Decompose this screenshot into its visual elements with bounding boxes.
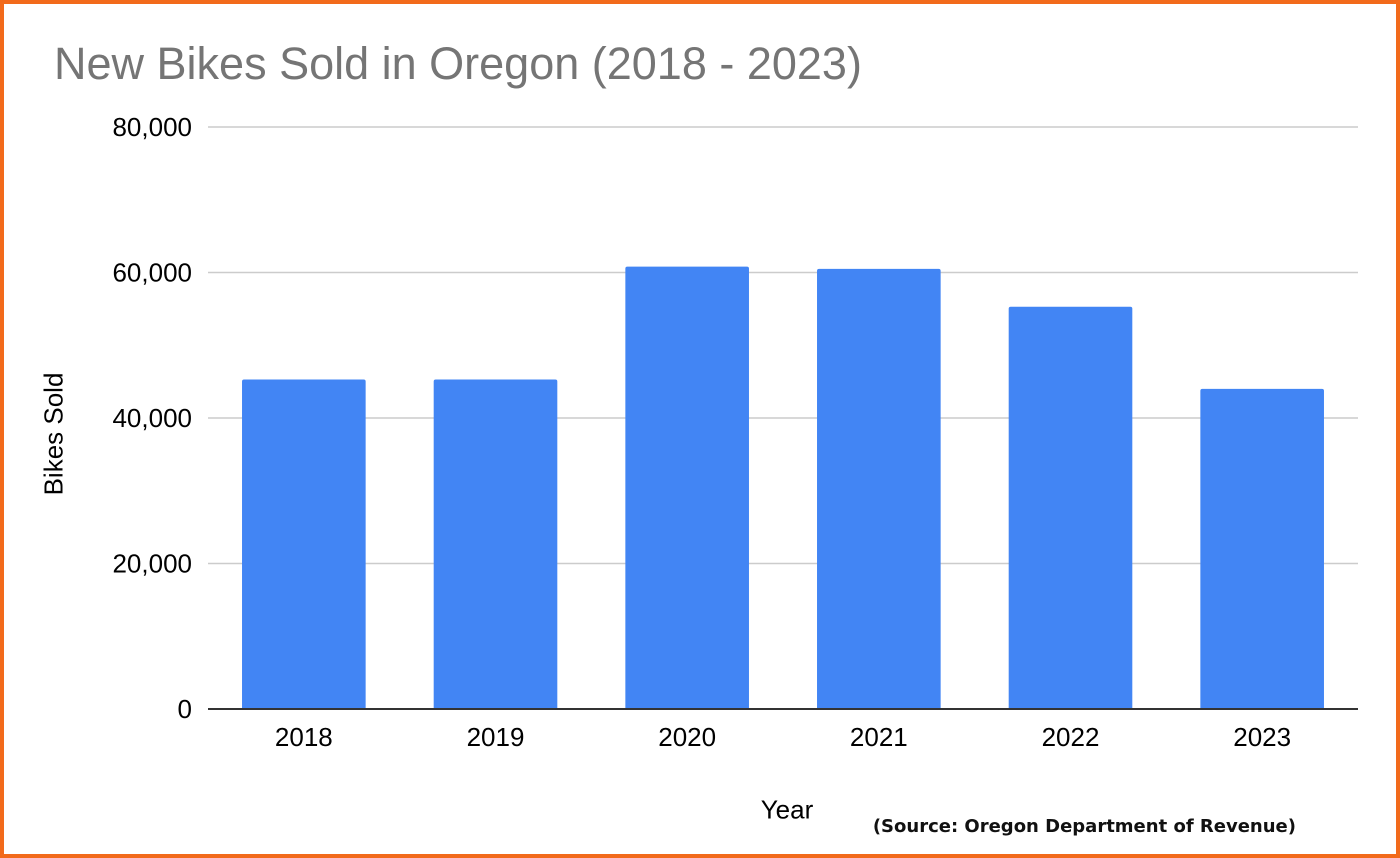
x-tick-label: 2022 xyxy=(1042,722,1100,752)
y-tick-label: 40,000 xyxy=(112,403,192,433)
x-tick-label: 2023 xyxy=(1233,722,1291,752)
bar-2021 xyxy=(817,268,941,709)
bar-2023 xyxy=(1200,388,1324,709)
gridlines xyxy=(208,126,1358,565)
bars xyxy=(242,266,1324,709)
y-tick-label: 60,000 xyxy=(112,258,192,288)
x-axis-label: Year xyxy=(760,794,814,825)
x-tick-label: 2021 xyxy=(850,722,908,752)
x-tick-label: 2020 xyxy=(658,722,716,752)
bar-2018 xyxy=(242,379,366,709)
source-note: (Source: Oregon Department of Revenue) xyxy=(872,816,1296,837)
tick-labels: 0 20,000 40,000 60,000 80,000 2018 2019 2020 202… xyxy=(112,112,1291,752)
chart-title: New Bikes Sold in Oregon (2018 - 2023) xyxy=(54,38,862,89)
bar-2020 xyxy=(625,266,749,709)
y-tick-label: 0 xyxy=(178,694,192,724)
y-tick-label: 80,000 xyxy=(112,112,192,142)
bar-2022 xyxy=(1008,306,1133,709)
y-tick-label: 20,000 xyxy=(112,549,192,579)
x-tick-label: 2018 xyxy=(275,722,333,752)
x-tick-label: 2019 xyxy=(467,722,525,752)
bar-2019 xyxy=(433,379,558,709)
